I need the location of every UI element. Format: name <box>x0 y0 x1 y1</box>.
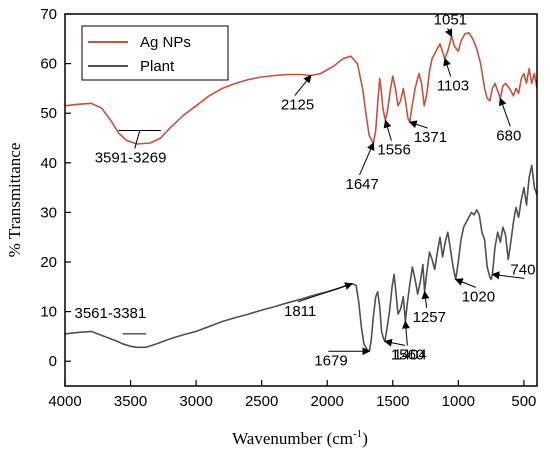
y-tick-label: 0 <box>49 353 57 370</box>
annotation-1257-arrow <box>421 290 430 308</box>
series-line-ag-nps <box>64 31 538 145</box>
x-axis: 4000 3500 3000 2500 2000 1500 1000 500 <box>48 380 536 410</box>
legend-label-ag-nps: Ag NPs <box>140 34 191 51</box>
annotation-1647-arrow <box>359 142 375 176</box>
y-tick-label: 60 <box>40 56 57 73</box>
annotation-680: 680 <box>496 127 521 144</box>
annotation-1560-arrow <box>383 338 406 347</box>
annotation-740-arrow <box>491 271 525 280</box>
series-line-plant <box>64 164 538 353</box>
y-tick-label: 30 <box>40 204 57 221</box>
y-tick-label: 40 <box>40 155 57 172</box>
annotation-1404-arrow <box>401 320 410 346</box>
x-tick-label: 2500 <box>245 393 278 410</box>
annotation-1556: 1556 <box>377 142 410 159</box>
legend: Ag NPs Plant <box>81 25 229 81</box>
x-tick-label: 1000 <box>442 393 475 410</box>
y-tick-label: 70 <box>40 6 57 23</box>
y-axis: 0 10 20 30 40 50 60 70 <box>40 6 71 370</box>
annotation-1051: 1051 <box>434 11 467 28</box>
annotation-1020: 1020 <box>462 288 495 305</box>
x-axis-title: Wavenumber (cm-1) <box>232 428 368 448</box>
annotation-3561-3381: 3561-3381 <box>74 305 146 322</box>
x-tick-label: 1500 <box>376 393 409 410</box>
annotation-2125: 2125 <box>281 97 314 114</box>
annotation-3591-3269: 3591-3269 <box>95 150 167 167</box>
plot-frame <box>64 13 538 387</box>
annotation-1020-arrow <box>454 278 476 288</box>
annotation-1811: 1811 <box>284 303 316 320</box>
annotation-740: 740 <box>510 261 535 278</box>
annotation-1679: 1679 <box>314 352 347 369</box>
annotation-680-arrow <box>498 97 511 127</box>
annotation-1371: 1371 <box>414 129 447 146</box>
annotation-2125-arrow <box>294 74 312 96</box>
annotation-1811-arrow <box>297 282 353 303</box>
legend-box <box>81 25 229 81</box>
annotation-3591-3269-leader <box>134 130 141 149</box>
annotation-1257: 1257 <box>413 309 446 326</box>
y-tick-label: 20 <box>40 254 57 271</box>
annotation-1556-arrow <box>383 119 392 141</box>
x-tick-label: 2000 <box>311 393 344 410</box>
y-tick-label: 10 <box>40 304 57 321</box>
x-tick-label: 3500 <box>114 393 147 410</box>
annotation-1560: 1560 <box>391 346 424 363</box>
x-tick-label: 500 <box>511 393 536 410</box>
x-tick-label: 3000 <box>179 393 212 410</box>
x-tick-label: 4000 <box>48 393 81 410</box>
y-axis-title: % Transmittance <box>5 143 24 258</box>
annotation-1371-arrow <box>408 120 428 129</box>
legend-label-plant: Plant <box>140 58 175 75</box>
annotation-1647: 1647 <box>346 176 379 193</box>
annotation-1103-arrow <box>443 57 452 77</box>
annotation-1051-arrow <box>444 28 453 38</box>
series-layer <box>64 31 538 353</box>
y-tick-label: 50 <box>40 105 57 122</box>
annotation-1404: 1404 <box>393 347 426 364</box>
annotation-1103: 1103 <box>437 78 469 95</box>
